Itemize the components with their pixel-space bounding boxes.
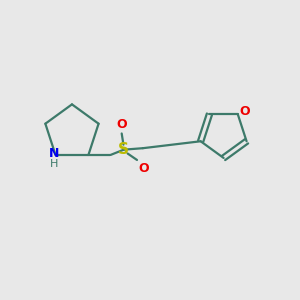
Text: O: O: [116, 118, 127, 131]
Text: S: S: [118, 142, 129, 157]
Text: N: N: [49, 147, 59, 160]
Text: O: O: [138, 162, 149, 175]
Text: O: O: [239, 105, 250, 118]
Text: H: H: [50, 159, 58, 170]
